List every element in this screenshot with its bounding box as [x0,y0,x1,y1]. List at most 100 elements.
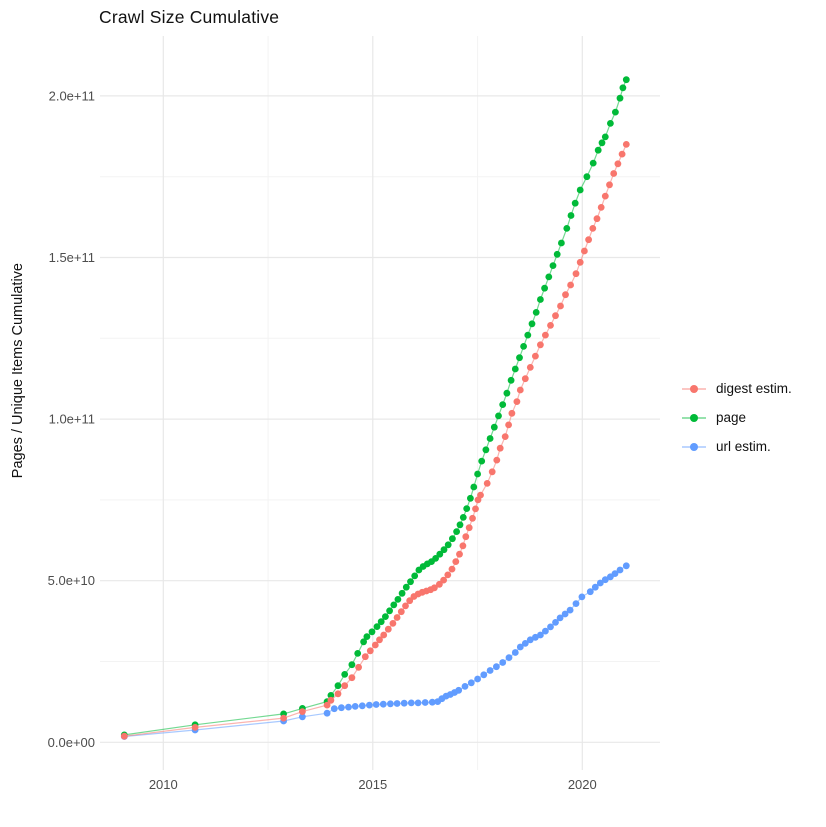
y-tick-label: 0.0e+00 [48,735,95,750]
data-point [414,699,422,707]
data-point [549,262,557,269]
data-point [474,470,481,478]
data-point [406,597,414,605]
data-point [503,389,511,397]
data-point [483,480,491,487]
data-point [463,505,471,512]
data-point [616,94,624,102]
data-point [537,341,544,349]
data-point [470,483,478,491]
data-point [598,139,606,147]
data-point [488,468,496,476]
data-point [351,703,359,710]
data-series [120,76,630,740]
data-point [389,620,397,627]
data-point [505,654,513,661]
data-point [191,724,199,731]
data-point [280,714,287,722]
data-point [622,562,630,570]
data-point [363,633,371,640]
data-point [541,284,548,292]
data-point [334,690,342,698]
data-point [606,181,613,189]
data-point [345,703,352,711]
data-point [578,593,586,601]
data-point [486,667,494,674]
data-point [552,619,559,626]
data-point [597,204,605,211]
data-point [432,555,439,562]
data-point [552,312,559,320]
x-tick-label: 2010 [149,777,178,792]
data-point [407,578,414,586]
data-point [459,514,467,521]
data-point [341,682,349,690]
data-point [524,331,532,339]
data-point [493,663,500,671]
data-point [341,671,349,678]
data-point [507,376,515,384]
data-point [601,133,609,141]
data-point [330,705,338,713]
data-point [501,433,509,440]
y-tick-label: 2.0e+11 [49,88,95,103]
data-point [526,364,534,371]
data-point [586,588,594,596]
data-point [619,84,627,92]
data-point [516,354,523,362]
data-point [428,698,436,706]
data-point [327,696,335,704]
data-point [431,584,438,592]
data-point [496,444,504,452]
gridlines [100,36,660,770]
data-point [387,700,394,708]
data-point [390,601,398,609]
data-point [557,302,564,310]
data-point [547,623,554,631]
data-point [561,610,569,618]
data-point [360,638,367,646]
data-point [505,421,512,429]
data-point [556,614,564,622]
data-point [490,423,498,431]
legend-label: url estim. [716,439,771,454]
data-point [563,225,571,232]
data-point [472,505,479,513]
data-point [511,649,519,656]
data-point [452,558,460,565]
data-point [448,565,456,573]
legend-item-digest-estim-: digest estim. [681,378,792,399]
data-point [516,386,524,394]
data-point [299,713,306,721]
data-point [566,606,574,614]
data-point [455,686,463,694]
data-point [366,647,374,655]
data-point [516,643,524,651]
data-point [421,699,429,706]
data-point [398,589,406,597]
data-point [323,701,331,709]
data-point [467,679,475,687]
data-point [373,623,381,630]
x-tick-label: 2020 [568,777,597,792]
data-point [348,661,356,669]
data-point [461,683,469,690]
y-tick-label: 1.5e+11 [49,250,95,265]
data-point [572,270,580,278]
legend-key-icon [682,384,706,393]
data-point [478,457,486,465]
data-point [581,247,588,255]
data-point [402,583,410,591]
data-point [521,375,529,383]
data-point [622,76,630,84]
data-point [477,491,484,499]
data-point [379,700,387,708]
data-point [436,580,443,588]
data-point [440,546,448,554]
data-point [348,674,356,682]
legend-item-url-estim-: url estim. [681,436,792,457]
data-point [480,671,488,679]
data-point [610,170,618,177]
